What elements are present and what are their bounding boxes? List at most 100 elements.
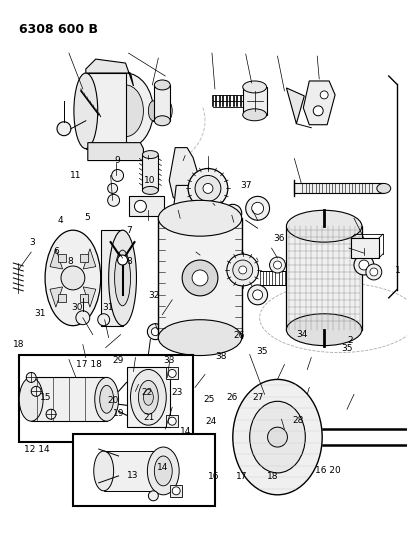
Circle shape <box>182 260 218 296</box>
Bar <box>80 254 88 262</box>
Bar <box>295 183 384 193</box>
Text: 8: 8 <box>126 257 132 265</box>
Circle shape <box>233 260 253 280</box>
Polygon shape <box>86 59 133 86</box>
Text: 2: 2 <box>348 336 353 345</box>
Text: 19: 19 <box>113 409 124 418</box>
Bar <box>154 85 170 121</box>
Bar <box>166 415 178 427</box>
Circle shape <box>168 417 176 425</box>
Text: 24: 24 <box>205 417 217 426</box>
Circle shape <box>354 255 374 275</box>
Polygon shape <box>83 249 96 269</box>
Text: 38: 38 <box>215 352 227 361</box>
Text: 11: 11 <box>70 171 82 180</box>
Polygon shape <box>50 249 62 269</box>
Bar <box>104 451 163 491</box>
Circle shape <box>147 324 163 340</box>
Ellipse shape <box>95 377 119 421</box>
Circle shape <box>108 195 120 206</box>
Ellipse shape <box>98 73 153 149</box>
Circle shape <box>151 328 159 336</box>
Text: 28: 28 <box>293 416 304 425</box>
Ellipse shape <box>243 81 266 93</box>
Circle shape <box>320 91 328 99</box>
Circle shape <box>26 373 36 382</box>
Circle shape <box>172 487 180 495</box>
Ellipse shape <box>147 447 179 495</box>
Circle shape <box>203 208 217 222</box>
Bar <box>31 377 106 421</box>
Text: 10: 10 <box>144 176 155 185</box>
Ellipse shape <box>377 183 391 193</box>
Circle shape <box>192 270 208 286</box>
Ellipse shape <box>45 230 101 326</box>
Text: 23: 23 <box>172 388 183 397</box>
Text: 22: 22 <box>141 388 153 397</box>
Circle shape <box>227 254 259 286</box>
Ellipse shape <box>158 320 242 356</box>
Text: 35: 35 <box>257 347 268 356</box>
Text: 26: 26 <box>234 331 245 340</box>
Text: 20: 20 <box>108 395 119 405</box>
Bar <box>129 196 164 216</box>
Ellipse shape <box>19 377 43 421</box>
Bar <box>153 101 167 121</box>
Ellipse shape <box>100 385 113 413</box>
Bar <box>101 230 122 326</box>
Ellipse shape <box>243 109 266 121</box>
Text: 30: 30 <box>71 303 82 312</box>
Bar <box>126 367 170 427</box>
Circle shape <box>248 285 268 305</box>
Text: 16: 16 <box>208 472 220 481</box>
Ellipse shape <box>94 451 113 491</box>
Text: 26: 26 <box>226 393 238 402</box>
Text: 27: 27 <box>253 393 264 402</box>
Ellipse shape <box>233 379 322 495</box>
Circle shape <box>203 183 213 193</box>
Polygon shape <box>169 148 199 203</box>
Circle shape <box>61 266 85 290</box>
Circle shape <box>224 204 242 222</box>
Ellipse shape <box>142 151 158 158</box>
Polygon shape <box>172 185 196 235</box>
Text: 36: 36 <box>274 235 285 244</box>
Text: 37: 37 <box>240 181 252 190</box>
Ellipse shape <box>250 401 305 473</box>
Circle shape <box>270 257 286 273</box>
Circle shape <box>112 169 124 181</box>
Ellipse shape <box>154 80 170 90</box>
Ellipse shape <box>149 101 158 121</box>
Text: 21: 21 <box>143 413 155 422</box>
Polygon shape <box>88 143 144 160</box>
Circle shape <box>246 196 270 220</box>
Text: 15: 15 <box>40 393 51 402</box>
Bar <box>73 434 215 506</box>
Circle shape <box>239 266 247 274</box>
Circle shape <box>359 260 369 270</box>
Text: 6308 600 B: 6308 600 B <box>19 23 98 36</box>
Text: 32: 32 <box>148 291 160 300</box>
Ellipse shape <box>286 211 362 242</box>
Text: 14: 14 <box>157 464 169 472</box>
Circle shape <box>370 268 378 276</box>
Text: 5: 5 <box>84 213 90 222</box>
Bar <box>158 218 242 337</box>
Circle shape <box>195 175 221 201</box>
Bar <box>86 73 126 149</box>
Ellipse shape <box>142 187 158 195</box>
Polygon shape <box>83 287 96 307</box>
Circle shape <box>268 427 287 447</box>
Circle shape <box>76 311 90 325</box>
Ellipse shape <box>286 314 362 345</box>
Ellipse shape <box>74 73 98 149</box>
Circle shape <box>198 203 222 227</box>
Bar <box>170 485 182 497</box>
Circle shape <box>253 290 263 300</box>
Ellipse shape <box>115 250 131 306</box>
Bar <box>166 367 178 379</box>
Circle shape <box>149 491 158 501</box>
Bar <box>19 354 193 442</box>
Bar <box>286 226 362 330</box>
Ellipse shape <box>154 116 170 126</box>
